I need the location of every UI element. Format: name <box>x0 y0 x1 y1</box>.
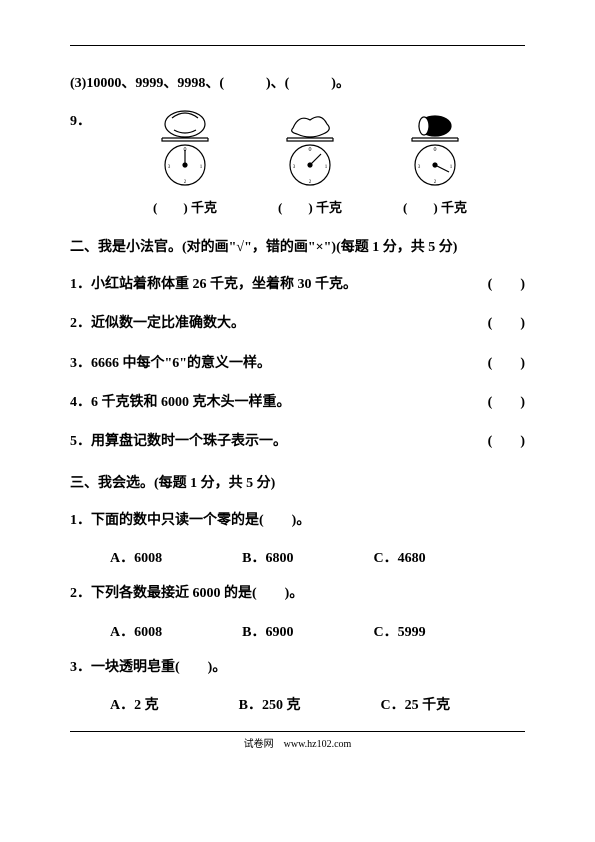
judge-3: 3．6666 中每个"6"的意义一样。 ( ) <box>70 351 525 376</box>
scale-icon-2: 0 1 2 3 <box>275 110 345 195</box>
svg-text:2: 2 <box>309 180 312 185</box>
svg-text:0: 0 <box>184 147 187 153</box>
page: (3)10000、9999、9998、( )、( )。 9． 0 1 2 3 <box>0 0 595 758</box>
mc1-stem: 1．下面的数中只读一个零的是( )。 <box>70 508 525 533</box>
scale-1: 0 1 2 3 ( ) 千克 <box>150 110 220 216</box>
scale-3: 0 1 2 3 ( ) 千克 <box>400 110 470 216</box>
q9-row: 9． 0 1 2 3 ( ) 千克 <box>70 110 525 216</box>
mc2-a: A．6008 <box>110 621 162 641</box>
scale-icon-1: 0 1 2 3 <box>150 110 220 195</box>
scale-3-caption: ( ) 千克 <box>400 197 470 216</box>
judge-4-paren: ( ) <box>488 390 525 415</box>
scale-1-caption: ( ) 千克 <box>150 197 220 216</box>
mc3-b: B．250 克 <box>239 694 301 714</box>
section-2-title: 二、我是小法官。(对的画"√"，错的画"×")(每题 1 分，共 5 分) <box>70 236 525 256</box>
svg-text:1: 1 <box>325 165 328 170</box>
svg-text:3: 3 <box>418 165 421 170</box>
svg-text:0: 0 <box>309 147 312 153</box>
svg-text:0: 0 <box>434 147 437 153</box>
mc3-a: A．2 克 <box>110 694 159 714</box>
judge-5-text: 5．用算盘记数时一个珠子表示一。 <box>70 434 287 449</box>
mc2-choices: A．6008 B．6900 C．5999 <box>110 621 525 641</box>
svg-text:3: 3 <box>168 165 171 170</box>
top-rule <box>70 45 525 46</box>
svg-text:1: 1 <box>200 165 203 170</box>
mc1-c: C．4680 <box>373 547 425 567</box>
judge-4: 4．6 千克铁和 6000 克木头一样重。 ( ) <box>70 390 525 415</box>
judge-2-text: 2．近似数一定比准确数大。 <box>70 316 245 331</box>
svg-text:2: 2 <box>434 180 437 185</box>
judge-4-text: 4．6 千克铁和 6000 克木头一样重。 <box>70 395 291 410</box>
svg-text:1: 1 <box>450 165 453 170</box>
mc1-b: B．6800 <box>242 547 293 567</box>
judge-5-paren: ( ) <box>488 429 525 454</box>
judge-1: 1．小红站着称体重 26 千克，坐着称 30 千克。 ( ) <box>70 272 525 297</box>
judge-5: 5．用算盘记数时一个珠子表示一。 ( ) <box>70 429 525 454</box>
scale-icon-3: 0 1 2 3 <box>400 110 470 195</box>
mc1-choices: A．6008 B．6800 C．4680 <box>110 547 525 567</box>
scale-2: 0 1 2 3 ( ) 千克 <box>275 110 345 216</box>
svg-text:3: 3 <box>293 165 296 170</box>
footer: 试卷网 www.hz102.com <box>70 731 525 750</box>
judge-2-paren: ( ) <box>488 311 525 336</box>
judge-1-paren: ( ) <box>488 272 525 297</box>
judge-3-text: 3．6666 中每个"6"的意义一样。 <box>70 356 271 371</box>
svg-text:2: 2 <box>184 180 187 185</box>
mc1-a: A．6008 <box>110 547 162 567</box>
scale-2-caption: ( ) 千克 <box>275 197 345 216</box>
judge-2: 2．近似数一定比准确数大。 ( ) <box>70 311 525 336</box>
q9-label: 9． <box>70 110 91 130</box>
mc3-stem: 3．一块透明皂重( )。 <box>70 655 525 680</box>
mc3-c: C．25 千克 <box>380 694 450 714</box>
mc3-choices: A．2 克 B．250 克 C．25 千克 <box>110 694 525 714</box>
q3-sequence: (3)10000、9999、9998、( )、( )。 <box>70 71 525 96</box>
section-3-title: 三、我会选。(每题 1 分，共 5 分) <box>70 472 525 492</box>
mc2-stem: 2．下列各数最接近 6000 的是( )。 <box>70 581 525 606</box>
mc2-b: B．6900 <box>242 621 293 641</box>
judge-3-paren: ( ) <box>488 351 525 376</box>
judge-1-text: 1．小红站着称体重 26 千克，坐着称 30 千克。 <box>70 277 357 292</box>
mc2-c: C．5999 <box>373 621 425 641</box>
